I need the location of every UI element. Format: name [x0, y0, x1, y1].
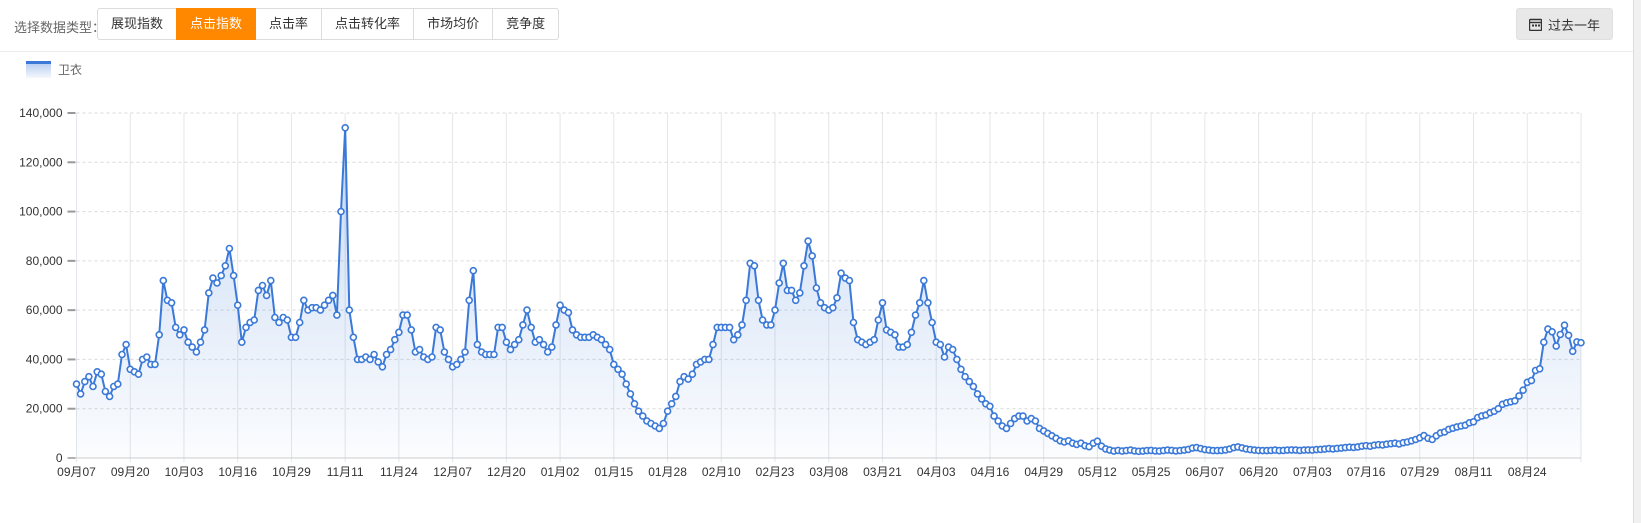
- svg-text:10月03: 10月03: [165, 465, 204, 479]
- svg-text:10月16: 10月16: [218, 465, 257, 479]
- tab-click-index[interactable]: 点击指数: [176, 8, 257, 40]
- svg-text:12月07: 12月07: [433, 465, 472, 479]
- past-year-button[interactable]: 过去一年: [1515, 8, 1613, 40]
- svg-text:01月15: 01月15: [594, 465, 633, 479]
- tab-competition[interactable]: 竞争度: [492, 8, 560, 40]
- svg-text:40,000: 40,000: [26, 352, 63, 366]
- trend-chart[interactable]: 09月07 09月20 10月03 10月16 10月29 11月11 11月24 12月07…: [0, 85, 1634, 495]
- svg-text:05月12: 05月12: [1078, 465, 1117, 479]
- past-year-label: 过去一年: [1547, 17, 1600, 33]
- data-type-label: 选择数据类型：: [14, 20, 106, 35]
- svg-text:07月16: 07月16: [1347, 465, 1386, 479]
- line-chart-svg[interactable]: 09月07 09月20 10月03 10月16 10月29 11月11 11月24 12月07…: [0, 85, 1634, 495]
- data-type-header: 选择数据类型： 展现指数 点击指数 点击率 点击转化率 市场均价 竞争度 过去一…: [0, 0, 1633, 52]
- svg-text:80,000: 80,000: [26, 254, 63, 268]
- svg-text:04月29: 04月29: [1024, 465, 1063, 479]
- svg-text:09月07: 09月07: [57, 465, 96, 479]
- svg-text:04月03: 04月03: [917, 465, 956, 479]
- svg-text:0: 0: [56, 451, 63, 465]
- legend[interactable]: 卫衣: [26, 61, 82, 78]
- svg-text:01月28: 01月28: [648, 465, 687, 479]
- svg-text:08月24: 08月24: [1508, 465, 1547, 479]
- svg-text:05月25: 05月25: [1132, 465, 1171, 479]
- svg-text:100,000: 100,000: [19, 205, 63, 219]
- tab-display-index[interactable]: 展现指数: [97, 8, 178, 40]
- svg-text:08月11: 08月11: [1455, 465, 1493, 479]
- svg-text:09月20: 09月20: [111, 465, 150, 479]
- svg-text:03月08: 03月08: [809, 465, 848, 479]
- data-type-tab-group: 展现指数 点击指数 点击率 点击转化率 市场均价 竞争度: [97, 8, 560, 40]
- tab-market-avg-price[interactable]: 市场均价: [413, 8, 494, 40]
- page-background-strip: [1634, 0, 1641, 523]
- legend-label: 卫衣: [58, 63, 83, 77]
- legend-swatch: [26, 61, 51, 78]
- svg-text:60,000: 60,000: [26, 303, 63, 317]
- svg-text:06月07: 06月07: [1186, 465, 1225, 479]
- svg-text:06月20: 06月20: [1239, 465, 1278, 479]
- svg-text:20,000: 20,000: [26, 402, 63, 416]
- svg-text:01月02: 01月02: [541, 465, 580, 479]
- tab-click-rate[interactable]: 点击率: [255, 8, 323, 40]
- calendar-icon: [1528, 18, 1542, 31]
- svg-text:11月11: 11月11: [327, 465, 364, 479]
- svg-text:02月23: 02月23: [756, 465, 795, 479]
- svg-text:120,000: 120,000: [19, 155, 63, 169]
- svg-text:12月20: 12月20: [487, 465, 526, 479]
- tab-click-conversion-rate[interactable]: 点击转化率: [321, 8, 415, 40]
- svg-text:140,000: 140,000: [19, 106, 63, 120]
- svg-text:03月21: 03月21: [863, 465, 902, 479]
- svg-text:04月16: 04月16: [971, 465, 1010, 479]
- svg-text:10月29: 10月29: [272, 465, 311, 479]
- svg-text:11月24: 11月24: [380, 465, 418, 479]
- svg-text:07月03: 07月03: [1293, 465, 1332, 479]
- svg-text:07月29: 07月29: [1400, 465, 1439, 479]
- svg-text:02月10: 02月10: [702, 465, 741, 479]
